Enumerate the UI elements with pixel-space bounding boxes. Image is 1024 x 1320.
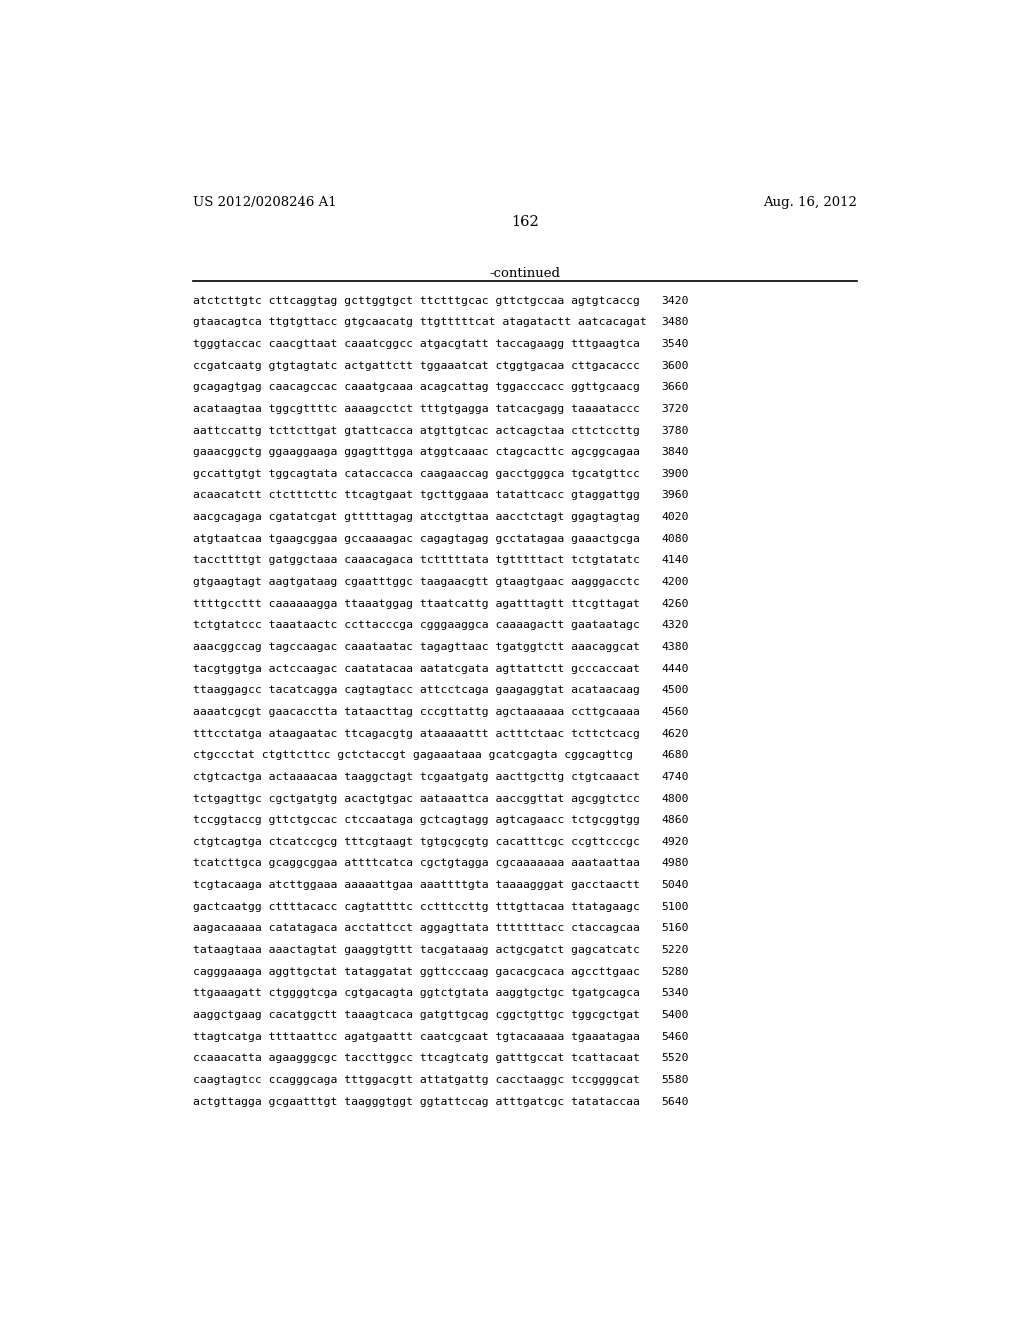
- Text: 4320: 4320: [662, 620, 689, 631]
- Text: ccaaacatta agaagggcgc taccttggcc ttcagtcatg gatttgccat tcattacaat: ccaaacatta agaagggcgc taccttggcc ttcagtc…: [194, 1053, 640, 1064]
- Text: 4980: 4980: [662, 858, 689, 869]
- Text: aacgcagaga cgatatcgat gtttttagag atcctgttaa aacctctagt ggagtagtag: aacgcagaga cgatatcgat gtttttagag atcctgt…: [194, 512, 640, 523]
- Text: 3660: 3660: [662, 383, 689, 392]
- Text: ttgaaagatt ctggggtcga cgtgacagta ggtctgtata aaggtgctgc tgatgcagca: ttgaaagatt ctggggtcga cgtgacagta ggtctgt…: [194, 989, 640, 998]
- Text: gtgaagtagt aagtgataag cgaatttggc taagaacgtt gtaagtgaac aagggacctc: gtgaagtagt aagtgataag cgaatttggc taagaac…: [194, 577, 640, 587]
- Text: tcgtacaaga atcttggaaa aaaaattgaa aaattttgta taaaagggat gacctaactt: tcgtacaaga atcttggaaa aaaaattgaa aaatttt…: [194, 880, 640, 890]
- Text: acataagtaa tggcgttttc aaaagcctct tttgtgagga tatcacgagg taaaataccc: acataagtaa tggcgttttc aaaagcctct tttgtga…: [194, 404, 640, 414]
- Text: aaggctgaag cacatggctt taaagtcaca gatgttgcag cggctgttgc tggcgctgat: aaggctgaag cacatggctt taaagtcaca gatgttg…: [194, 1010, 640, 1020]
- Text: taccttttgt gatggctaaa caaacagaca tctttttata tgtttttact tctgtatatc: taccttttgt gatggctaaa caaacagaca tcttttt…: [194, 556, 640, 565]
- Text: ctgtcactga actaaaacaa taaggctagt tcgaatgatg aacttgcttg ctgtcaaact: ctgtcactga actaaaacaa taaggctagt tcgaatg…: [194, 772, 640, 781]
- Text: 4620: 4620: [662, 729, 689, 739]
- Text: gcagagtgag caacagccac caaatgcaaa acagcattag tggacccacc ggttgcaacg: gcagagtgag caacagccac caaatgcaaa acagcat…: [194, 383, 640, 392]
- Text: atctcttgtc cttcaggtag gcttggtgct ttctttgcac gttctgccaa agtgtcaccg: atctcttgtc cttcaggtag gcttggtgct ttctttg…: [194, 296, 640, 306]
- Text: 3480: 3480: [662, 317, 689, 327]
- Text: gaaacggctg ggaaggaaga ggagtttgga atggtcaaac ctagcacttc agcggcagaa: gaaacggctg ggaaggaaga ggagtttgga atggtca…: [194, 447, 640, 457]
- Text: 5640: 5640: [662, 1097, 689, 1106]
- Text: 5340: 5340: [662, 989, 689, 998]
- Text: tctgtatccc taaataactc ccttacccga cgggaaggca caaaagactt gaataatagc: tctgtatccc taaataactc ccttacccga cgggaag…: [194, 620, 640, 631]
- Text: tgggtaccac caacgttaat caaatcggcc atgacgtatt taccagaagg tttgaagtca: tgggtaccac caacgttaat caaatcggcc atgacgt…: [194, 339, 640, 348]
- Text: ttttgccttt caaaaaagga ttaaatggag ttaatcattg agatttagtt ttcgttagat: ttttgccttt caaaaaagga ttaaatggag ttaatca…: [194, 599, 640, 609]
- Text: 3840: 3840: [662, 447, 689, 457]
- Text: aagacaaaaa catatagaca acctattcct aggagttata tttttttacc ctaccagcaa: aagacaaaaa catatagaca acctattcct aggagtt…: [194, 924, 640, 933]
- Text: 4080: 4080: [662, 533, 689, 544]
- Text: 4740: 4740: [662, 772, 689, 781]
- Text: 4500: 4500: [662, 685, 689, 696]
- Text: 4860: 4860: [662, 816, 689, 825]
- Text: tccggtaccg gttctgccac ctccaataga gctcagtagg agtcagaacc tctgcggtgg: tccggtaccg gttctgccac ctccaataga gctcagt…: [194, 816, 640, 825]
- Text: -continued: -continued: [489, 267, 560, 280]
- Text: atgtaatcaa tgaagcggaa gccaaaagac cagagtagag gcctatagaa gaaactgcga: atgtaatcaa tgaagcggaa gccaaaagac cagagta…: [194, 533, 640, 544]
- Text: 5460: 5460: [662, 1032, 689, 1041]
- Text: 5220: 5220: [662, 945, 689, 956]
- Text: 3420: 3420: [662, 296, 689, 306]
- Text: ccgatcaatg gtgtagtatc actgattctt tggaaatcat ctggtgacaa cttgacaccc: ccgatcaatg gtgtagtatc actgattctt tggaaat…: [194, 360, 640, 371]
- Text: 5580: 5580: [662, 1074, 689, 1085]
- Text: 4200: 4200: [662, 577, 689, 587]
- Text: 4440: 4440: [662, 664, 689, 673]
- Text: tacgtggtga actccaagac caatatacaa aatatcgata agttattctt gcccaccaat: tacgtggtga actccaagac caatatacaa aatatcg…: [194, 664, 640, 673]
- Text: 4920: 4920: [662, 837, 689, 847]
- Text: 4680: 4680: [662, 750, 689, 760]
- Text: caagtagtcc ccagggcaga tttggacgtt attatgattg cacctaaggc tccggggcat: caagtagtcc ccagggcaga tttggacgtt attatga…: [194, 1074, 640, 1085]
- Text: 5160: 5160: [662, 924, 689, 933]
- Text: 5400: 5400: [662, 1010, 689, 1020]
- Text: 5100: 5100: [662, 902, 689, 912]
- Text: 4380: 4380: [662, 642, 689, 652]
- Text: ttagtcatga ttttaattcc agatgaattt caatcgcaat tgtacaaaaa tgaaatagaa: ttagtcatga ttttaattcc agatgaattt caatcgc…: [194, 1032, 640, 1041]
- Text: 4800: 4800: [662, 793, 689, 804]
- Text: 5040: 5040: [662, 880, 689, 890]
- Text: acaacatctt ctctttcttc ttcagtgaat tgcttggaaa tatattcacc gtaggattgg: acaacatctt ctctttcttc ttcagtgaat tgcttgg…: [194, 491, 640, 500]
- Text: tcatcttgca gcaggcggaa attttcatca cgctgtagga cgcaaaaaaa aaataattaa: tcatcttgca gcaggcggaa attttcatca cgctgta…: [194, 858, 640, 869]
- Text: gactcaatgg cttttacacc cagtattttc cctttccttg tttgttacaa ttatagaagc: gactcaatgg cttttacacc cagtattttc cctttcc…: [194, 902, 640, 912]
- Text: actgttagga gcgaatttgt taagggtggt ggtattccag atttgatcgc tatataccaa: actgttagga gcgaatttgt taagggtggt ggtattc…: [194, 1097, 640, 1106]
- Text: 162: 162: [511, 215, 539, 230]
- Text: gtaacagtca ttgtgttacc gtgcaacatg ttgtttttcat atagatactt aatcacagat: gtaacagtca ttgtgttacc gtgcaacatg ttgtttt…: [194, 317, 647, 327]
- Text: aattccattg tcttcttgat gtattcacca atgttgtcac actcagctaa cttctccttg: aattccattg tcttcttgat gtattcacca atgttgt…: [194, 425, 640, 436]
- Text: ctgccctat ctgttcttcc gctctaccgt gagaaataaa gcatcgagta cggcagttcg: ctgccctat ctgttcttcc gctctaccgt gagaaata…: [194, 750, 633, 760]
- Text: 3780: 3780: [662, 425, 689, 436]
- Text: 4260: 4260: [662, 599, 689, 609]
- Text: tctgagttgc cgctgatgtg acactgtgac aataaattca aaccggttat agcggtctcc: tctgagttgc cgctgatgtg acactgtgac aataaat…: [194, 793, 640, 804]
- Text: US 2012/0208246 A1: US 2012/0208246 A1: [194, 195, 337, 209]
- Text: 5520: 5520: [662, 1053, 689, 1064]
- Text: tttcctatga ataagaatac ttcagacgtg ataaaaattt actttctaac tcttctcacg: tttcctatga ataagaatac ttcagacgtg ataaaaa…: [194, 729, 640, 739]
- Text: aaaatcgcgt gaacacctta tataacttag cccgttattg agctaaaaaa ccttgcaaaa: aaaatcgcgt gaacacctta tataacttag cccgtta…: [194, 708, 640, 717]
- Text: 4020: 4020: [662, 512, 689, 523]
- Text: 3600: 3600: [662, 360, 689, 371]
- Text: aaacggccag tagccaagac caaataatac tagagttaac tgatggtctt aaacaggcat: aaacggccag tagccaagac caaataatac tagagtt…: [194, 642, 640, 652]
- Text: 3900: 3900: [662, 469, 689, 479]
- Text: 3960: 3960: [662, 491, 689, 500]
- Text: tataagtaaa aaactagtat gaaggtgttt tacgataaag actgcgatct gagcatcatc: tataagtaaa aaactagtat gaaggtgttt tacgata…: [194, 945, 640, 956]
- Text: 4560: 4560: [662, 708, 689, 717]
- Text: gccattgtgt tggcagtata cataccacca caagaaccag gacctgggca tgcatgttcc: gccattgtgt tggcagtata cataccacca caagaac…: [194, 469, 640, 479]
- Text: 3540: 3540: [662, 339, 689, 348]
- Text: ctgtcagtga ctcatccgcg tttcgtaagt tgtgcgcgtg cacatttcgc ccgttcccgc: ctgtcagtga ctcatccgcg tttcgtaagt tgtgcgc…: [194, 837, 640, 847]
- Text: Aug. 16, 2012: Aug. 16, 2012: [763, 195, 856, 209]
- Text: 5280: 5280: [662, 966, 689, 977]
- Text: 4140: 4140: [662, 556, 689, 565]
- Text: ttaaggagcc tacatcagga cagtagtacc attcctcaga gaagaggtat acataacaag: ttaaggagcc tacatcagga cagtagtacc attcctc…: [194, 685, 640, 696]
- Text: cagggaaaga aggttgctat tataggatat ggttcccaag gacacgcaca agccttgaac: cagggaaaga aggttgctat tataggatat ggttccc…: [194, 966, 640, 977]
- Text: 3720: 3720: [662, 404, 689, 414]
